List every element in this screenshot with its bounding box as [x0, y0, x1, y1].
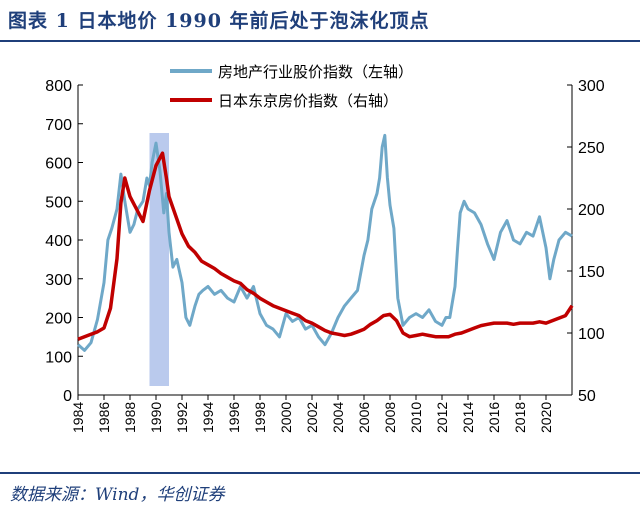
right-tick-label: 150	[578, 264, 605, 281]
x-tick-label: 2000	[278, 402, 294, 433]
x-tick-label: 2020	[538, 402, 554, 433]
x-axis-ticks: 1984 1986 1988 1990 1992 1994 1996 1998 2000 2002…	[70, 395, 554, 433]
right-tick-label: 100	[578, 326, 605, 343]
x-tick-label: 1986	[96, 402, 112, 433]
right-tick-label: 50	[578, 388, 596, 405]
x-tick-label: 1996	[226, 402, 242, 433]
legend-label-stock: 房地产行业股价指数（左轴）	[218, 63, 413, 81]
x-tick-label: 1984	[70, 402, 86, 433]
x-tick-label: 2018	[512, 402, 528, 433]
x-tick-label: 1992	[174, 402, 190, 433]
x-tick-label: 2010	[408, 402, 424, 433]
x-tick-label: 2008	[382, 402, 398, 433]
x-tick-label: 1988	[122, 402, 138, 433]
left-tick-label: 200	[45, 311, 72, 328]
x-tick-label: 1998	[252, 402, 268, 433]
x-tick-label: 2002	[304, 402, 320, 433]
left-tick-label: 400	[45, 233, 72, 250]
x-tick-label: 1994	[200, 402, 216, 433]
x-tick-label: 2014	[460, 402, 476, 433]
right-axis-ticks: 50 100 150 200 250 300	[567, 78, 605, 405]
series-line-tokyo-house-price	[77, 151, 574, 341]
source-rule	[0, 472, 640, 474]
right-tick-label: 200	[578, 202, 605, 219]
chart-title: 图表 1 日本地价 1990 年前后处于泡沫化顶点	[8, 10, 430, 32]
x-tick-label: 1990	[148, 402, 164, 433]
series-line-stock-index	[77, 133, 573, 352]
x-tick-label: 2016	[486, 402, 502, 433]
left-tick-label: 800	[45, 78, 72, 95]
x-tick-label: 2012	[434, 402, 450, 433]
x-tick-label: 2006	[356, 402, 372, 433]
legend: 房地产行业股价指数（左轴） 日本东京房价指数（右轴）	[170, 63, 413, 110]
left-tick-label: 300	[45, 272, 72, 289]
x-tick-label: 2004	[330, 402, 346, 433]
right-tick-label: 250	[578, 140, 605, 157]
left-tick-label: 600	[45, 156, 72, 173]
title-rule	[0, 40, 640, 42]
left-tick-label: 0	[63, 388, 72, 405]
left-tick-label: 100	[45, 349, 72, 366]
left-axis-ticks: 0 100 200 300 400 500 600 700 800	[45, 78, 83, 405]
left-tick-label: 500	[45, 194, 72, 211]
legend-label-house: 日本东京房价指数（右轴）	[218, 92, 398, 110]
right-tick-label: 300	[578, 78, 605, 95]
highlight-band	[149, 133, 169, 386]
source-note: 数据来源：Wind，华创证券	[10, 485, 225, 505]
left-tick-label: 700	[45, 117, 72, 134]
